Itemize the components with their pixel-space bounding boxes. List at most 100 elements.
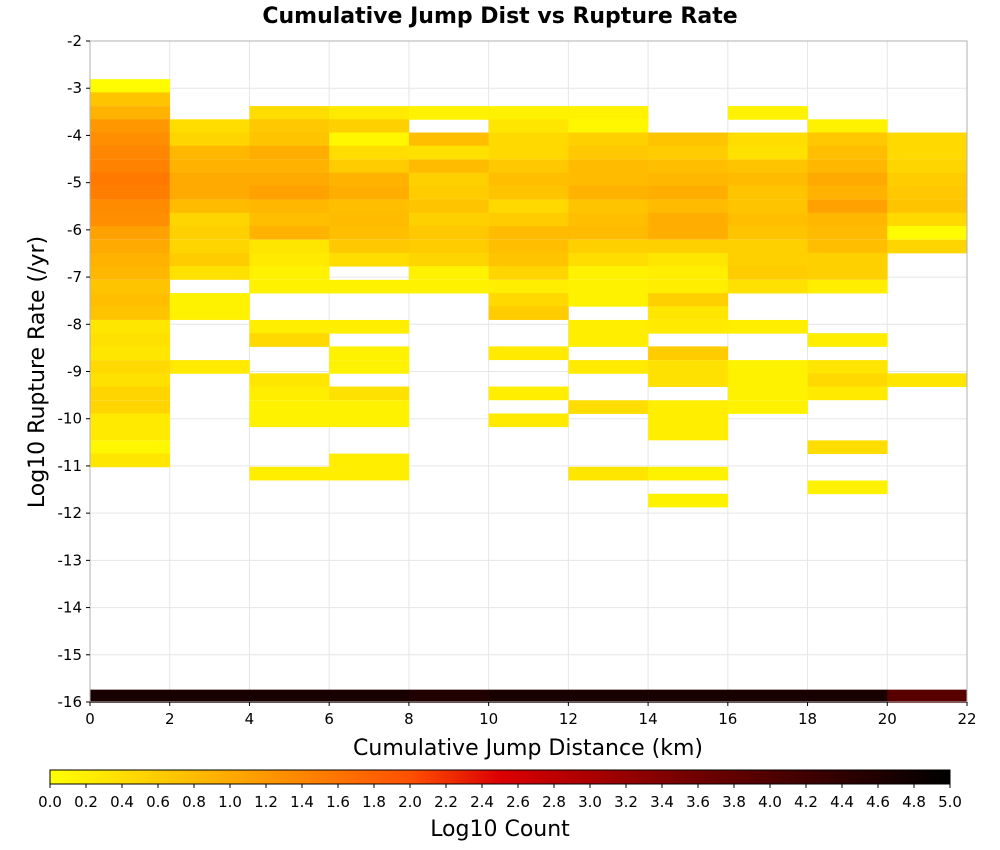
y-tick-label: -3 <box>67 79 82 97</box>
heatmap-cell <box>169 185 250 200</box>
colorbar-tick-label: 1.8 <box>362 793 386 811</box>
heatmap-cell-bottom-row <box>568 689 649 704</box>
heatmap-cell <box>648 306 729 320</box>
heatmap-cell <box>249 413 330 428</box>
y-tick-label: -8 <box>67 315 82 333</box>
heatmap-cell <box>568 185 649 200</box>
heatmap-cell <box>90 79 171 93</box>
heatmap-cell <box>887 172 968 187</box>
heatmap-cell <box>887 239 968 254</box>
x-axis-ticks: 0 2 4 6 8 10 12 14 16 18 20 22 <box>85 702 977 728</box>
heatmap-cell <box>249 466 330 481</box>
heatmap-cell <box>568 252 649 267</box>
heatmap-cell <box>169 226 250 240</box>
heatmap-cell <box>169 199 250 214</box>
heatmap-cell <box>488 212 569 227</box>
x-axis-title: Cumulative Jump Distance (km) <box>353 736 703 761</box>
heatmap-cell <box>169 293 250 307</box>
heatmap-cell <box>488 306 569 320</box>
heatmap-cell <box>568 279 649 294</box>
heatmap-cell <box>329 360 410 374</box>
heatmap-cell <box>568 239 649 254</box>
heatmap-cell <box>90 373 171 387</box>
heatmap-cell <box>568 172 649 187</box>
colorbar-tick-label: 1.2 <box>254 793 278 811</box>
heatmap-cell <box>488 159 569 174</box>
heatmap-cell <box>568 119 649 133</box>
colorbar-tick-label: 3.8 <box>722 793 746 811</box>
x-tick-label: 18 <box>798 710 817 728</box>
heatmap-cell <box>90 346 171 361</box>
heatmap-cell <box>807 360 888 374</box>
colorbar <box>49 769 951 785</box>
y-tick-label: -14 <box>58 599 83 617</box>
heatmap-cell <box>408 145 489 160</box>
heatmap-cell-bottom-row <box>169 689 250 704</box>
heatmap-cell <box>90 400 171 414</box>
heatmap-cell <box>807 386 888 401</box>
heatmap-cell <box>727 132 808 147</box>
colorbar-tick-label: 0.2 <box>74 793 98 811</box>
heatmap-cell <box>90 453 171 468</box>
heatmap-cell <box>807 239 888 254</box>
x-tick-label: 20 <box>878 710 897 728</box>
heatmap-cell <box>90 172 171 187</box>
heatmap-cell <box>90 106 171 120</box>
heatmap-cell <box>807 132 888 147</box>
heatmap-cell <box>807 212 888 227</box>
heatmap-cell <box>568 293 649 307</box>
heatmap-cell <box>329 453 410 468</box>
heatmap-cell <box>648 172 729 187</box>
y-tick-label: -5 <box>67 174 82 192</box>
heatmap-cell <box>807 333 888 347</box>
y-tick-label: -9 <box>67 363 82 381</box>
heatmap-cell <box>408 266 489 280</box>
heatmap-cell <box>568 466 649 481</box>
heatmap-cell <box>90 440 171 455</box>
colorbar-tick-label: 2.6 <box>506 793 530 811</box>
heatmap-cell <box>727 400 808 414</box>
heatmap-cell <box>807 252 888 267</box>
colorbar-tick-label: 4.8 <box>902 793 926 811</box>
x-tick-label: 2 <box>165 710 175 728</box>
colorbar-tick-label: 2.2 <box>434 793 458 811</box>
heatmap-cell <box>329 279 410 294</box>
heatmap-cell <box>727 226 808 240</box>
x-tick-label: 8 <box>404 710 414 728</box>
heatmap-cell <box>648 252 729 267</box>
heatmap-cell <box>90 132 171 147</box>
heatmap-cell <box>568 106 649 120</box>
heatmap-cell <box>169 306 250 320</box>
heatmap-cell <box>90 212 171 227</box>
heatmap-cell <box>249 400 330 414</box>
heatmap-cell <box>249 252 330 267</box>
heatmap-cell <box>727 239 808 254</box>
heatmap-cell <box>807 172 888 187</box>
x-tick-label: 4 <box>245 710 255 728</box>
heatmap-cell <box>648 199 729 214</box>
heatmap-cell <box>807 226 888 240</box>
heatmap-cell <box>249 333 330 347</box>
heatmap-cell <box>249 132 330 147</box>
y-tick-label: -4 <box>67 126 82 144</box>
heatmap-cell <box>169 159 250 174</box>
heatmap-cell <box>169 239 250 254</box>
heatmap-cell <box>807 199 888 214</box>
x-tick-label: 12 <box>559 710 578 728</box>
heatmap-cell <box>90 199 171 214</box>
heatmap-cell <box>90 306 171 320</box>
colorbar-tick-label: 3.2 <box>614 793 638 811</box>
heatmap-cell <box>249 159 330 174</box>
heatmap-cell <box>648 185 729 200</box>
colorbar-tick-label: 1.4 <box>290 793 314 811</box>
y-axis-title: Log10 Rupture Rate (/yr) <box>25 236 50 508</box>
heatmap-cell <box>648 426 729 441</box>
x-tick-label: 22 <box>957 710 976 728</box>
y-tick-label: -10 <box>58 410 83 428</box>
colorbar-tick-label: 4.2 <box>794 793 818 811</box>
heatmap-cell <box>807 279 888 294</box>
heatmap-cell <box>887 373 968 387</box>
heatmap-cell <box>408 106 489 120</box>
heatmap-cell <box>329 132 410 147</box>
